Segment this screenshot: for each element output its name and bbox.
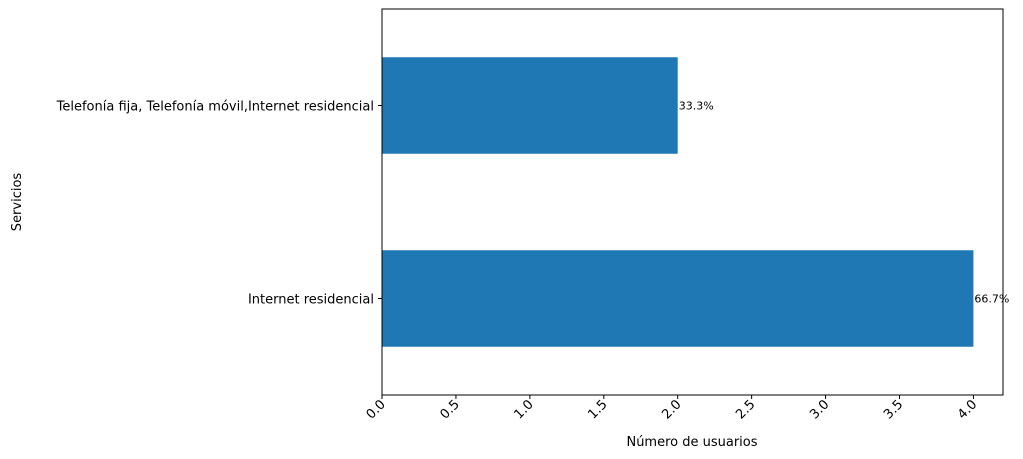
x-tick-label: 4.0 [955,397,980,422]
x-tick-label: 0.0 [364,397,389,422]
data-labels: 33.3% 66.7% [679,100,1010,306]
x-tick-label: 1.0 [511,397,536,422]
x-tick-label: 2.0 [659,397,684,422]
x-tick-label: 3.5 [881,397,906,422]
x-tick-label: 3.0 [807,397,832,422]
y-tick-label: Telefonía fija, Telefonía móvil,Internet… [56,100,374,115]
plot-frame [381,8,1004,396]
x-tick-label: 2.5 [733,397,758,422]
data-label: 66.7% [974,293,1009,306]
bars-group [382,57,974,347]
y-tick-label: Internet residencial [248,293,374,308]
x-tick-label: 1.5 [585,397,610,422]
bar [382,250,974,347]
data-label: 33.3% [679,100,714,113]
x-axis-ticks: 0.0 0.5 1.0 1.5 2.0 2.5 3.0 3.5 4.0 [364,395,980,422]
x-tick-label: 0.5 [438,397,463,422]
y-axis-ticks: Telefonía fija, Telefonía móvil,Internet… [56,100,382,308]
x-axis-label: Número de usuarios [626,435,757,450]
bar [382,57,678,154]
y-axis-label: Servicios [10,173,25,232]
